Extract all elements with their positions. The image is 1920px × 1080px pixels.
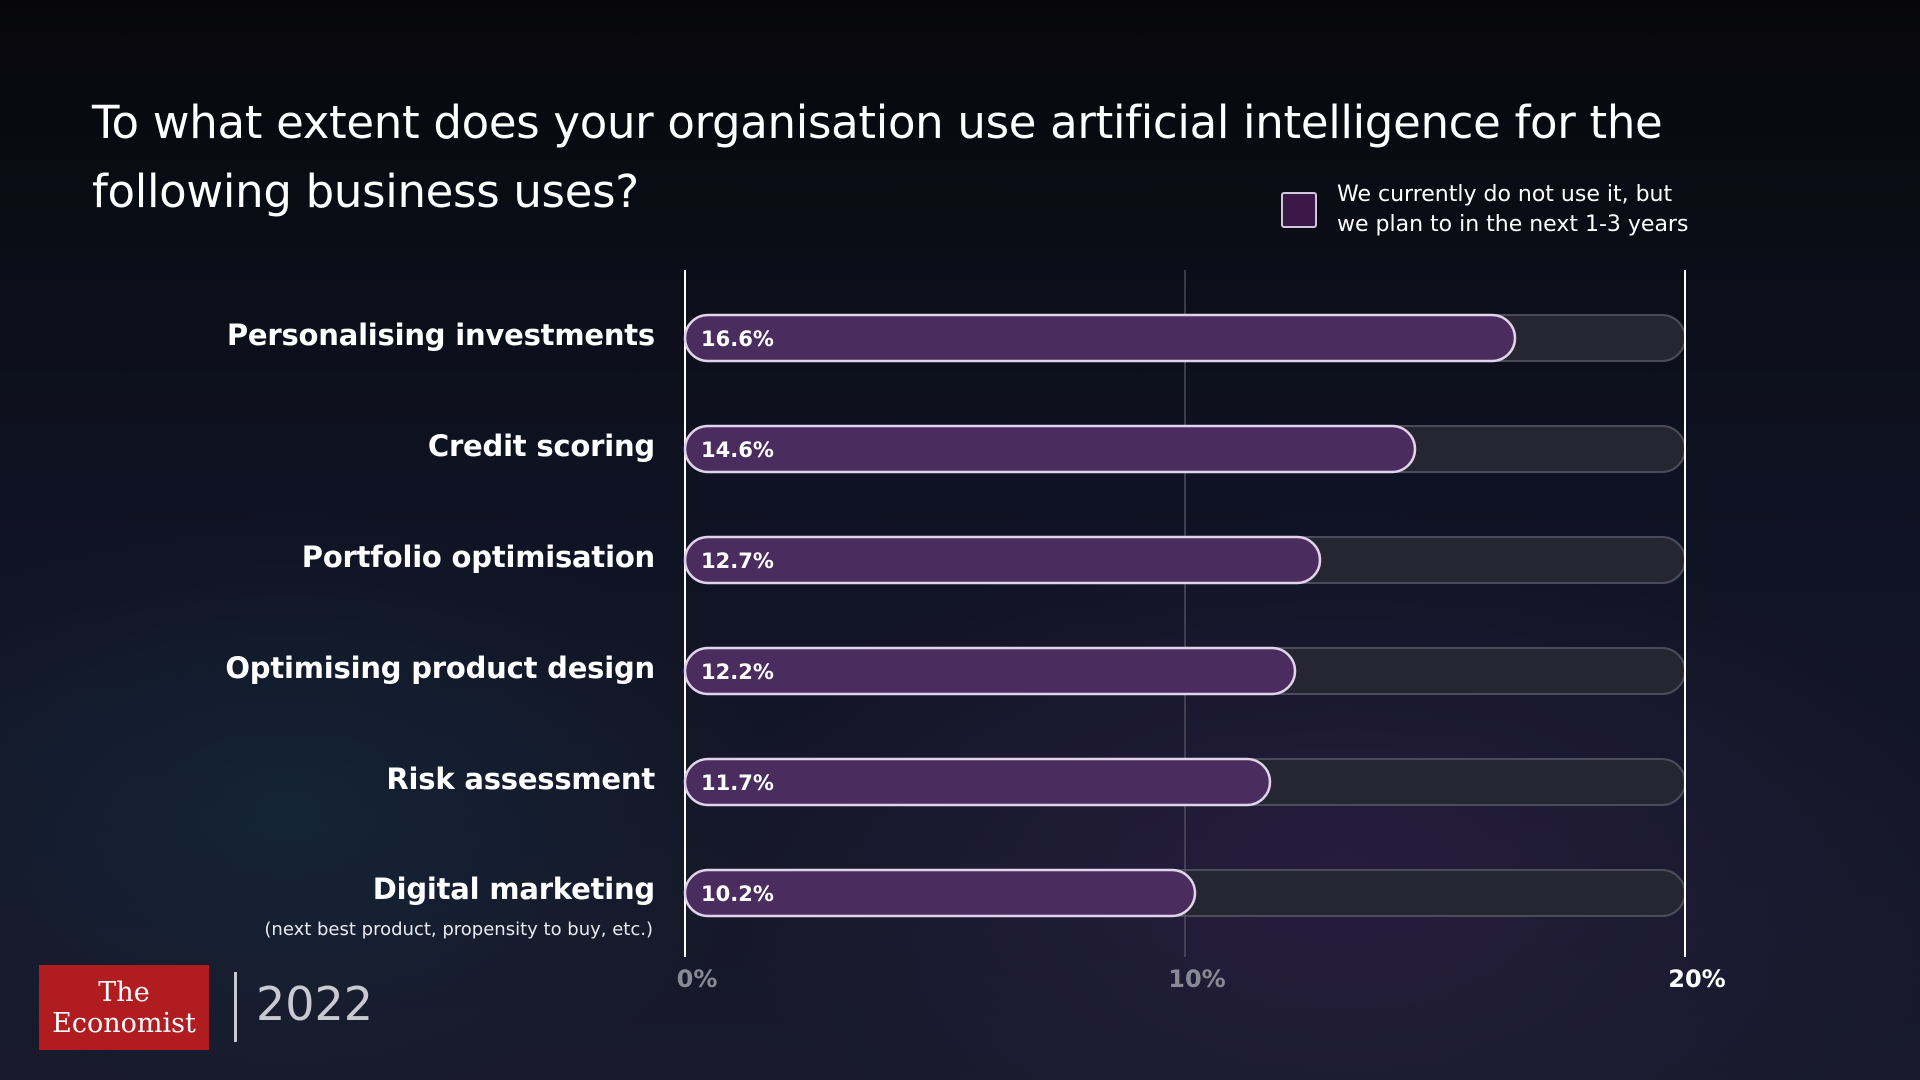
value-label-credit-scoring: 14.6% [701, 438, 774, 462]
logo-line-2: Economist [52, 1007, 196, 1039]
bar-portfolio-optimisation [683, 535, 1322, 585]
bar-credit-scoring [683, 424, 1417, 474]
year-label: 2022 [256, 977, 374, 1031]
bar-optimising-product-design [683, 646, 1297, 696]
logo-line-1: The [98, 976, 150, 1008]
x-tick-label-0: 0% [677, 965, 718, 993]
bar-personalising-investments [683, 313, 1517, 363]
category-label-portfolio-optimisation: Portfolio optimisation [301, 540, 655, 574]
logo-divider [234, 972, 237, 1042]
legend-swatch [1281, 192, 1317, 228]
category-label-risk-assessment: Risk assessment [386, 762, 655, 796]
category-note-digital-marketing: (next best product, propensity to buy, e… [264, 919, 653, 940]
value-label-digital-marketing: 10.2% [701, 882, 774, 906]
category-label-personalising-investments: Personalising investments [226, 318, 655, 352]
value-label-personalising-investments: 16.6% [701, 327, 774, 351]
bar-risk-assessment [683, 757, 1272, 807]
category-label-optimising-product-design: Optimising product design [225, 651, 655, 685]
value-label-risk-assessment: 11.7% [701, 771, 774, 795]
value-label-portfolio-optimisation: 12.7% [701, 549, 774, 573]
category-label-digital-marketing: Digital marketing [372, 872, 655, 906]
legend-label: We currently do not use it, but we plan … [1337, 182, 1689, 237]
x-tick-label-20: 20% [1668, 965, 1725, 993]
x-tick-label-10: 10% [1168, 965, 1225, 993]
value-label-optimising-product-design: 12.2% [701, 660, 774, 684]
category-label-credit-scoring: Credit scoring [427, 429, 655, 463]
economist-logo: The Economist [39, 965, 209, 1050]
bar-digital-marketing [683, 868, 1197, 918]
chart-title: To what extent does your organisation us… [92, 96, 1663, 218]
legend: We currently do not use it, but we plan … [1281, 180, 1757, 240]
